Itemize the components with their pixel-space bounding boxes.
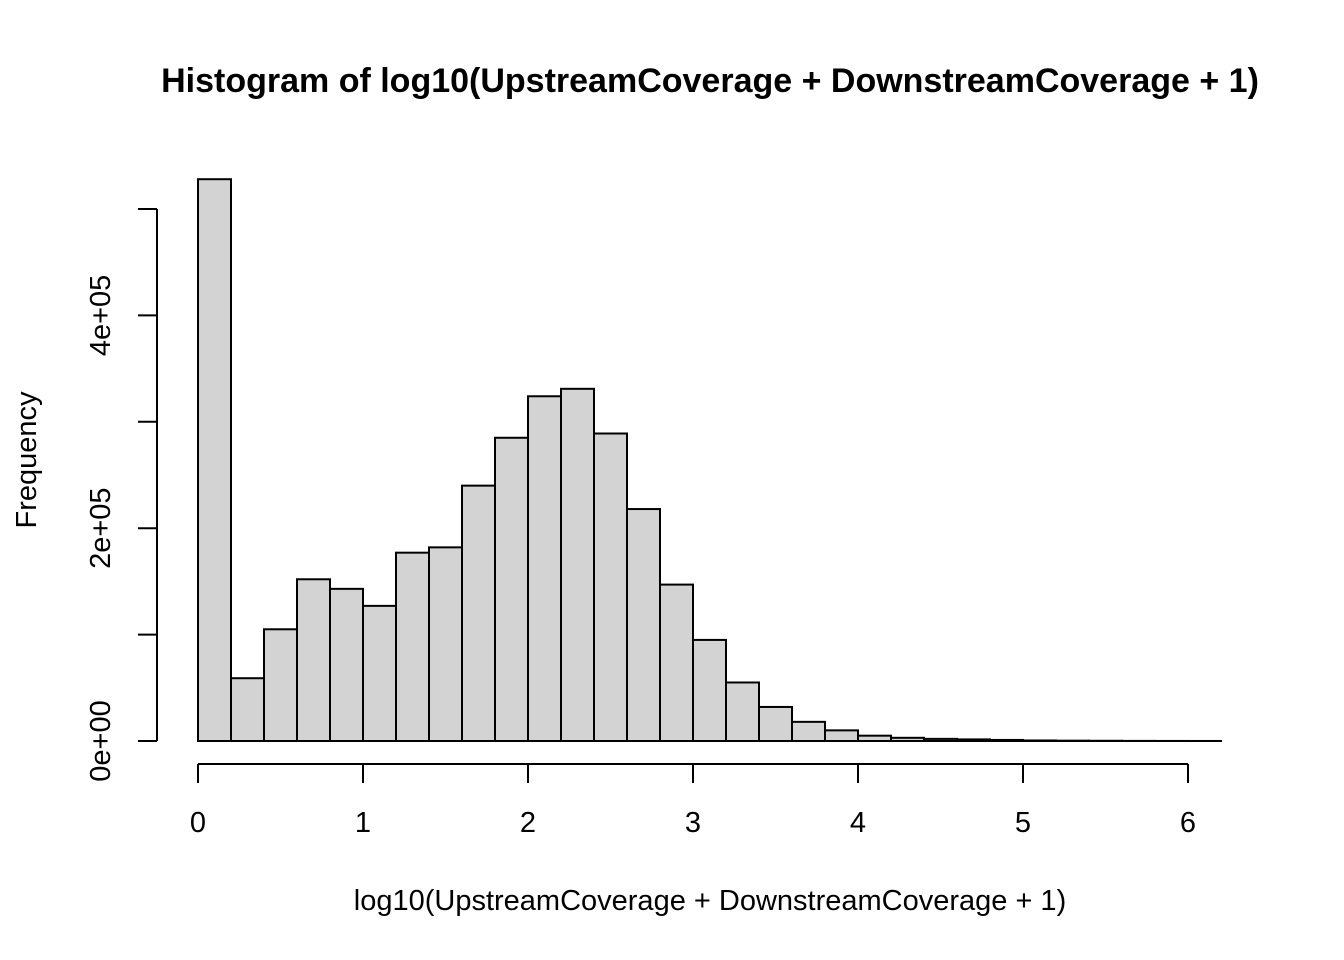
bars-group: [197, 178, 1222, 743]
histogram-bar: [626, 508, 661, 742]
y-tick-label: 4e+05: [85, 275, 117, 356]
x-axis: 0 1 2 3 4 5 6: [190, 763, 1196, 839]
histogram-bar: [692, 638, 727, 742]
histogram-bar: [461, 484, 496, 743]
x-tick-label: 6: [1180, 807, 1196, 839]
x-tick-label: 3: [685, 807, 701, 839]
histogram-bar: [560, 387, 595, 742]
histogram-bar: [989, 738, 1024, 742]
y-axis-label: Frequency: [11, 391, 43, 529]
y-tick-label: 2e+05: [85, 487, 117, 568]
histogram-bar: [494, 436, 529, 742]
histogram-bar: [527, 395, 562, 742]
histogram-bar: [758, 705, 793, 743]
histogram-bar: [659, 583, 694, 742]
histogram-bar: [890, 736, 925, 742]
histogram-bar: [329, 587, 364, 743]
histogram-bar: [197, 178, 232, 742]
histogram-bar: [296, 578, 331, 742]
histogram-bar: [230, 677, 265, 742]
x-tick-label: 2: [520, 807, 536, 839]
x-tick-label: 0: [190, 807, 206, 839]
histogram-bar: [857, 734, 892, 742]
histogram-bar: [791, 720, 826, 743]
chart-title: Histogram of log10(UpstreamCoverage + Do…: [161, 62, 1259, 100]
histogram-bar: [263, 628, 298, 743]
y-axis: 0e+00 2e+05 4e+05: [85, 208, 158, 782]
histogram-bar: [362, 604, 397, 743]
x-tick-label: 4: [850, 807, 866, 839]
histogram-bar: [923, 737, 958, 743]
y-tick-label: 0e+00: [85, 700, 117, 781]
histogram-bar: [725, 681, 760, 742]
histogram-bar: [1022, 739, 1057, 743]
x-tick-label: 5: [1015, 807, 1031, 839]
histogram-bar: [395, 551, 430, 742]
x-axis-label: log10(UpstreamCoverage + DownstreamCover…: [354, 885, 1066, 917]
histogram-bar: [593, 432, 628, 742]
histogram-bar: [824, 729, 859, 742]
histogram-bar: [956, 738, 991, 742]
x-tick-label: 1: [355, 807, 371, 839]
histogram-bar: [428, 546, 463, 742]
